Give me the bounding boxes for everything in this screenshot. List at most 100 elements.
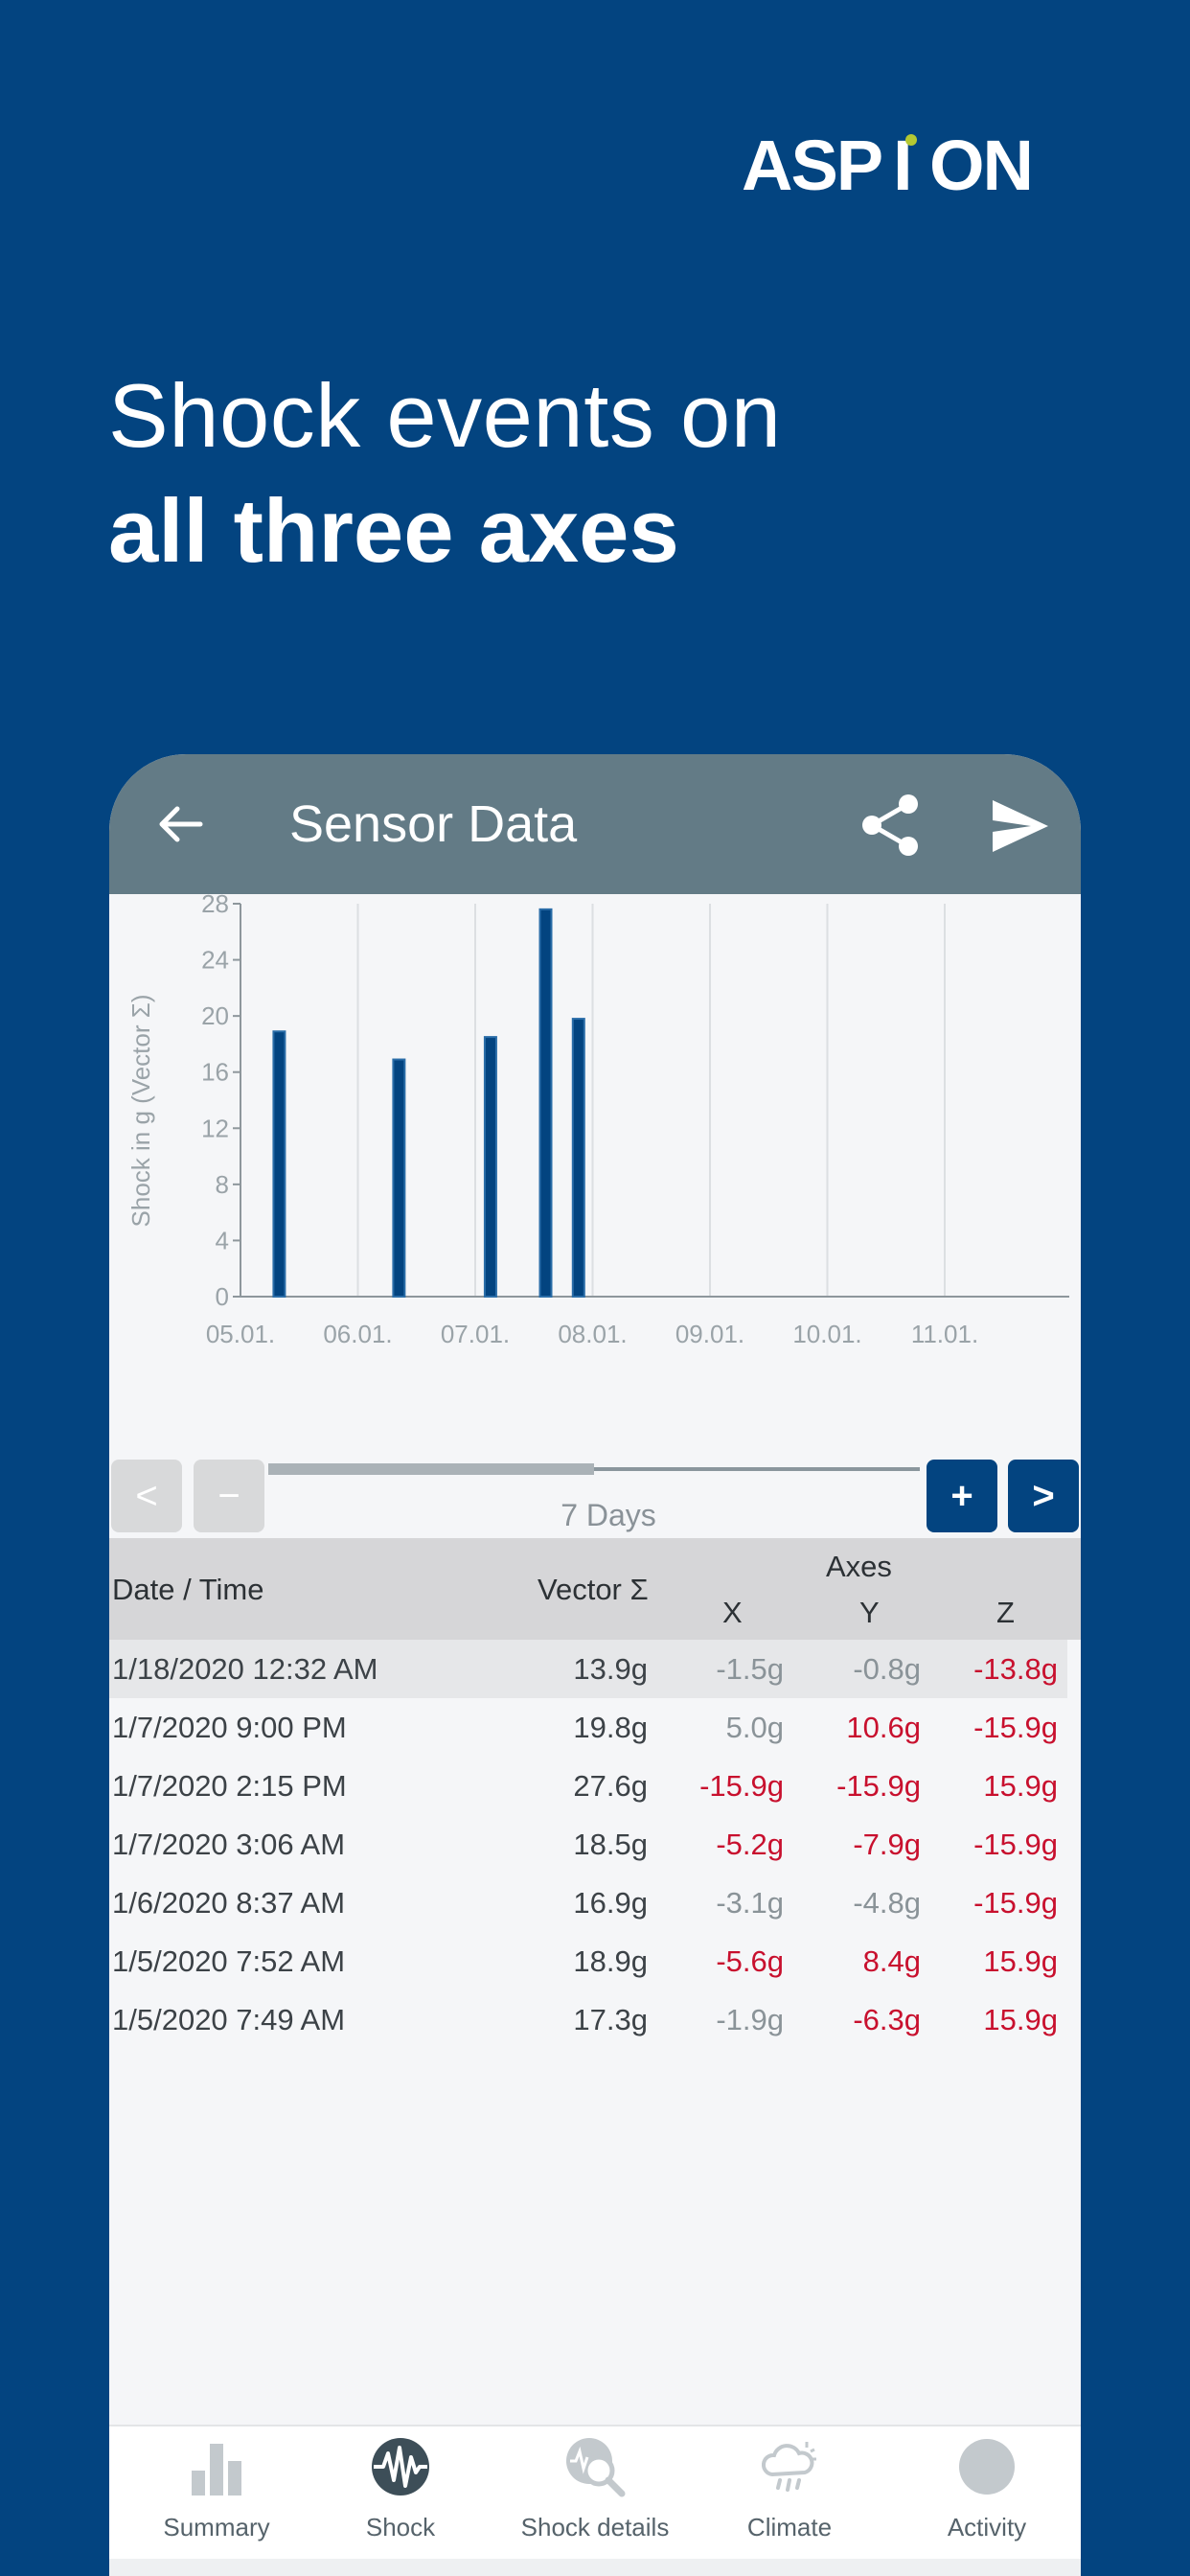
tab-label: Climate bbox=[746, 2513, 833, 2542]
tab-label: Activity bbox=[947, 2513, 1027, 2542]
cell-x: -3.1g bbox=[716, 1886, 784, 1920]
tab-shock-details[interactable]: Shock details bbox=[499, 2426, 691, 2561]
zoom-out-button[interactable]: − bbox=[194, 1460, 264, 1532]
x-tick-label: 09.01. bbox=[675, 1320, 744, 1348]
tab-label: Summary bbox=[163, 2513, 270, 2542]
y-tick-label: 8 bbox=[216, 1170, 229, 1199]
table-row[interactable]: 1/7/2020 9:00 PM 19.8g 5.0g 10.6g -15.9g bbox=[109, 1698, 1067, 1757]
headline-line-2: all three axes bbox=[108, 480, 679, 581]
share-icon[interactable] bbox=[857, 791, 926, 860]
cell-y: 10.6g bbox=[846, 1711, 921, 1744]
cell-z: -15.9g bbox=[973, 1886, 1058, 1920]
range-controls: < − 7 Days + > bbox=[109, 1460, 1081, 1546]
cell-z: 15.9g bbox=[983, 1944, 1058, 1978]
svg-text:ON: ON bbox=[929, 132, 1032, 196]
cell-vector: 27.6g bbox=[573, 1769, 648, 1803]
period-label: 7 Days bbox=[561, 1498, 656, 1532]
phone-screen: Sensor Data 05.01. 06.01. 07.01. 08.01. 09.0… bbox=[109, 754, 1081, 2576]
tab-activity[interactable]: Activity bbox=[891, 2426, 1081, 2561]
x-tick-label: 11.01. bbox=[911, 1320, 978, 1348]
svg-text:I: I bbox=[893, 132, 913, 196]
table-row[interactable]: 1/7/2020 3:06 AM 18.5g -5.2g -7.9g -15.9… bbox=[109, 1815, 1067, 1874]
svg-text:ASP: ASP bbox=[742, 132, 881, 196]
cell-vector: 17.3g bbox=[573, 2003, 648, 2036]
home-indicator-area bbox=[109, 2559, 1081, 2576]
cell-date: 1/5/2020 7:52 AM bbox=[112, 1944, 346, 1978]
send-icon[interactable] bbox=[989, 794, 1052, 858]
cell-y: -7.9g bbox=[853, 1828, 921, 1861]
cell-y: 8.4g bbox=[862, 1944, 921, 1978]
y-tick-label: 28 bbox=[201, 894, 229, 918]
tab-label: Shock details bbox=[520, 2513, 670, 2542]
cell-z: -15.9g bbox=[973, 1711, 1058, 1744]
cell-y: -0.8g bbox=[853, 1652, 921, 1686]
y-axis-label: Shock in g (Vector Σ) bbox=[126, 995, 155, 1228]
headline-line-1: Shock events on bbox=[108, 365, 782, 466]
table-row[interactable]: 1/5/2020 7:52 AM 18.9g -5.6g 8.4g 15.9g bbox=[109, 1932, 1067, 1990]
cell-y: -6.3g bbox=[853, 2003, 921, 2036]
next-period-button[interactable]: > bbox=[1008, 1460, 1079, 1532]
x-tick-label: 10.01. bbox=[792, 1320, 861, 1348]
y-tick-label: 12 bbox=[201, 1114, 229, 1142]
cell-vector: 16.9g bbox=[573, 1886, 648, 1920]
activity-dot-icon bbox=[959, 2439, 1015, 2495]
data-bar bbox=[272, 1030, 286, 1298]
shock-bar-chart: 05.01. 06.01. 07.01. 08.01. 09.01. 10.01. 11.0… bbox=[126, 894, 1069, 1348]
header-z: Z bbox=[996, 1596, 1015, 1629]
range-slider-track[interactable] bbox=[268, 1467, 920, 1471]
cell-vector: 13.9g bbox=[573, 1652, 648, 1686]
cell-date: 1/7/2020 2:15 PM bbox=[112, 1769, 347, 1803]
table-header: Date / Time Vector Σ Axes X Y Z bbox=[109, 1538, 1081, 1640]
x-tick-label: 05.01. bbox=[206, 1320, 275, 1348]
aspion-logo: ASP I ON bbox=[742, 132, 1034, 196]
cell-vector: 18.5g bbox=[573, 1828, 648, 1861]
header-x: X bbox=[722, 1596, 743, 1629]
bar-chart-icon bbox=[192, 2444, 241, 2496]
table-row[interactable]: 1/5/2020 7:49 AM 17.3g -1.9g -6.3g 15.9g bbox=[109, 1990, 1067, 2049]
cell-x: 5.0g bbox=[725, 1711, 784, 1744]
y-tick-label: 4 bbox=[216, 1226, 229, 1254]
tab-climate[interactable]: Climate bbox=[694, 2426, 885, 2561]
cell-date: 1/5/2020 7:49 AM bbox=[112, 2003, 346, 2036]
x-tick-label: 08.01. bbox=[558, 1320, 627, 1348]
table-row[interactable]: 1/6/2020 8:37 AM 16.9g -3.1g -4.8g -15.9… bbox=[109, 1874, 1067, 1932]
x-tick-label: 07.01. bbox=[441, 1320, 510, 1348]
table-row[interactable]: 1/18/2020 12:32 AM 13.9g -1.5g -0.8g -13… bbox=[109, 1640, 1067, 1698]
bottom-tab-bar: Summary Shock Shock details C bbox=[109, 2425, 1081, 2559]
cell-x: -1.9g bbox=[716, 2003, 784, 2036]
tab-shock[interactable]: Shock bbox=[305, 2426, 496, 2561]
back-button[interactable] bbox=[149, 793, 213, 856]
data-bar bbox=[392, 1058, 406, 1298]
cell-date: 1/18/2020 12:32 AM bbox=[112, 1652, 378, 1686]
y-tick-label: 20 bbox=[201, 1001, 229, 1030]
header-axes: Axes bbox=[826, 1550, 892, 1583]
shock-table: 1/18/2020 12:32 AM 13.9g -1.5g -0.8g -13… bbox=[109, 1640, 1081, 2049]
zoom-in-button[interactable]: + bbox=[927, 1460, 997, 1532]
cell-date: 1/7/2020 3:06 AM bbox=[112, 1828, 346, 1861]
header-y: Y bbox=[859, 1596, 880, 1629]
arrow-left-icon bbox=[159, 806, 203, 842]
table-row[interactable]: 1/7/2020 2:15 PM 27.6g -15.9g -15.9g 15.… bbox=[109, 1757, 1067, 1815]
cell-date: 1/6/2020 8:37 AM bbox=[112, 1886, 346, 1920]
header-vector: Vector Σ bbox=[538, 1573, 649, 1606]
tab-summary[interactable]: Summary bbox=[121, 2426, 312, 2561]
data-bar bbox=[571, 1018, 585, 1298]
app-bar: Sensor Data bbox=[109, 754, 1081, 894]
cell-y: -4.8g bbox=[853, 1886, 921, 1920]
prev-period-button[interactable]: < bbox=[111, 1460, 182, 1532]
shock-chart: 05.01. 06.01. 07.01. 08.01. 09.01. 10.01. 11.0… bbox=[109, 894, 1081, 1348]
data-bar bbox=[483, 1036, 497, 1298]
y-tick-label: 16 bbox=[201, 1058, 229, 1087]
range-slider-window[interactable] bbox=[268, 1463, 594, 1475]
cell-x: -15.9g bbox=[699, 1769, 784, 1803]
cell-z: 15.9g bbox=[983, 2003, 1058, 2036]
page-title: Sensor Data bbox=[289, 795, 578, 853]
data-bar bbox=[538, 908, 553, 1298]
cell-vector: 19.8g bbox=[573, 1711, 648, 1744]
tab-label: Shock bbox=[365, 2513, 436, 2542]
shock-wave-icon bbox=[372, 2438, 429, 2496]
header-date: Date / Time bbox=[112, 1573, 264, 1606]
cell-z: 15.9g bbox=[983, 1769, 1058, 1803]
cloud-sun-rain-icon bbox=[762, 2442, 816, 2492]
x-tick-label: 06.01. bbox=[323, 1320, 392, 1348]
